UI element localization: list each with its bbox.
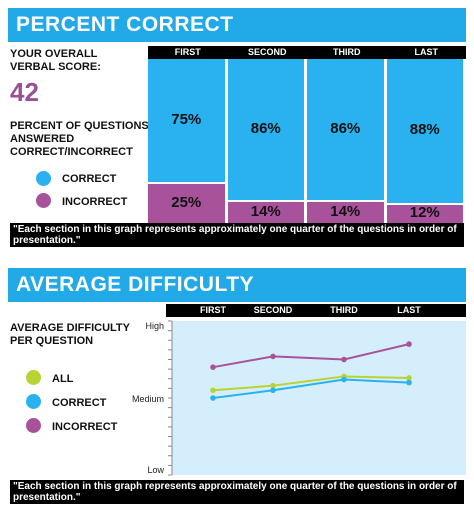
label-correct-third: 86% (330, 119, 361, 137)
series-line-incorrect (212, 343, 410, 369)
point-incorrect-last (406, 341, 412, 347)
bar-incorrect-last (386, 205, 463, 223)
overall-score-label: YOUR OVERALL VERBAL SCORE: (10, 48, 101, 73)
legend-incorrect-label: INCORRECT (62, 196, 128, 208)
label-incorrect-second: 14% (250, 202, 281, 220)
bar-correct-second (227, 59, 304, 201)
line-category-first: FIRST (200, 305, 226, 315)
label-correct-first: 75% (171, 110, 202, 128)
legend-correct-dot-2 (26, 394, 41, 409)
legend-incorrect-dot (36, 193, 51, 208)
point-incorrect-first (210, 364, 216, 370)
y-tick-label-medium: Medium (132, 394, 164, 404)
point-all-second (270, 382, 276, 389)
bar-chart-header: FIRST SECOND THIRD LAST (148, 46, 466, 59)
line-chart: High Medium Low (132, 320, 466, 476)
y-tick-label-high: High (145, 321, 164, 331)
average-difficulty-banner: AVERAGE DIFFICULTY (8, 268, 466, 302)
line-chart-header: FIRST SECOND THIRD LAST (166, 304, 466, 317)
overall-score-value: 42 (10, 77, 39, 107)
legend-all-dot (26, 370, 41, 385)
legend-incorrect-dot-2 (26, 418, 41, 433)
bar-category-last: LAST (414, 47, 439, 57)
point-correct-second (270, 387, 276, 394)
stacked-bar-chart: 75% 25% 86% 14% 86% 14% 88% 12% (148, 59, 466, 223)
point-all-first (210, 387, 216, 394)
bar-correct-first (148, 59, 225, 182)
line-category-last: LAST (397, 305, 421, 315)
bar-category-first: FIRST (174, 47, 201, 57)
bar-incorrect-third (307, 202, 384, 223)
bar-correct-third (307, 59, 384, 201)
label-correct-second: 86% (250, 119, 281, 137)
label-incorrect-last: 12% (409, 204, 440, 222)
label-incorrect-third: 14% (330, 202, 361, 220)
legend-correct-label-2: CORRECT (52, 397, 107, 409)
legend-incorrect-label-2: INCORRECT (52, 421, 118, 433)
bar-incorrect-second (227, 202, 304, 223)
bar-category-second: SECOND (247, 47, 287, 57)
point-incorrect-third (341, 356, 347, 363)
bar-correct-last (386, 59, 463, 204)
legend-correct-dot (36, 171, 51, 186)
line-category-third: THIRD (330, 305, 358, 315)
percent-correct-title: PERCENT CORRECT (16, 13, 234, 36)
point-correct-third (341, 376, 347, 383)
difficulty-footnote: "Each section in this graph represents a… (10, 480, 464, 504)
avg-difficulty-label: AVERAGE DIFFICULTY PER QUESTION (10, 322, 130, 347)
label-correct-last: 88% (409, 121, 440, 139)
legend-correct-label: CORRECT (62, 173, 117, 185)
bar-category-third: THIRD (333, 47, 361, 57)
legend-all-label: ALL (52, 373, 74, 385)
point-all-last (406, 375, 412, 381)
point-correct-first (210, 395, 216, 401)
percent-footnote: "Each section in this graph represents a… (10, 223, 464, 247)
series-line-correct (212, 378, 410, 399)
line-category-second: SECOND (253, 305, 293, 315)
percent-correct-banner: PERCENT CORRECT (8, 8, 466, 42)
percent-answered-label: PERCENT OF QUESTIONS ANSWERED CORRECT/IN… (10, 120, 149, 158)
y-tick-label-low: Low (147, 465, 164, 475)
point-correct-last (406, 379, 412, 386)
label-incorrect-first: 25% (171, 193, 202, 211)
series-line-all (212, 375, 410, 392)
point-incorrect-second (270, 353, 276, 360)
average-difficulty-title: AVERAGE DIFFICULTY (16, 273, 255, 296)
bar-incorrect-first (148, 184, 225, 223)
plot-area (172, 321, 466, 475)
